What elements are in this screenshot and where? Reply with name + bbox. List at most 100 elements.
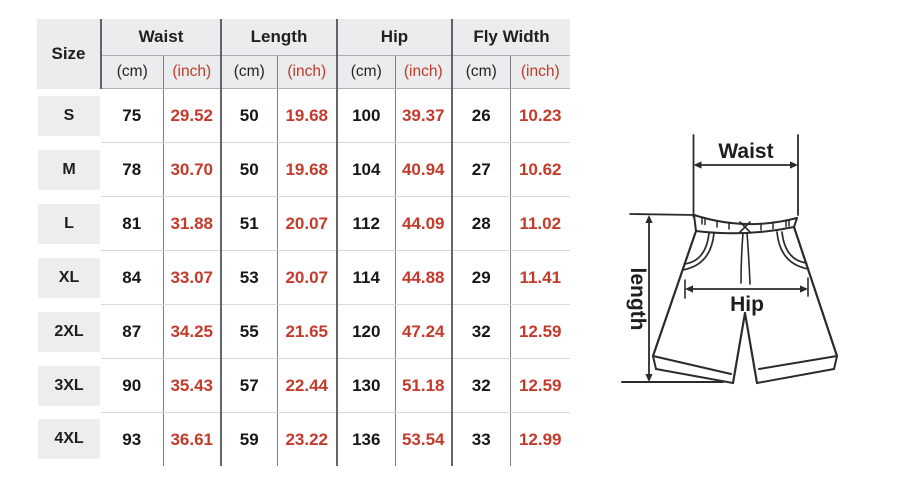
table-row-l: L 81 31.88 51 20.07 112 44.09 28 11.02 — [37, 196, 570, 251]
hip-cm-header: (cm) — [336, 55, 395, 89]
shorts-measurement-diagram: Waist Hip length — [621, 134, 839, 385]
length-cm-value: 51 — [220, 196, 277, 251]
length-cm-value: 57 — [220, 358, 277, 413]
fly-cm-value: 32 — [451, 358, 510, 413]
size-cell: L — [37, 197, 101, 251]
length-inch-value: 19.68 — [276, 142, 337, 197]
hip-cm-value: 100 — [336, 88, 395, 143]
table-row-m: M 78 30.70 50 19.68 104 40.94 27 10.62 — [37, 142, 570, 197]
size-column-header: Size — [37, 19, 102, 89]
size-cell: M — [37, 143, 101, 197]
waist-inch-value: 29.52 — [162, 88, 221, 143]
length-cm-value: 50 — [220, 142, 277, 197]
hip-cm-value: 112 — [336, 196, 395, 251]
waist-inch-value: 35.43 — [162, 358, 221, 413]
group-header-fly-width: Fly Width — [451, 19, 570, 56]
fly-inch-value: 12.59 — [509, 358, 570, 413]
shorts-drawing — [621, 134, 839, 385]
drawstring-knot — [739, 221, 751, 233]
table-row-s: S 75 29.52 50 19.68 100 39.37 26 10.23 — [37, 88, 570, 143]
hip-inch-header: (inch) — [394, 55, 452, 89]
fly-cm-value: 29 — [451, 250, 510, 305]
size-label: XL — [38, 257, 100, 298]
hip-inch-value: 44.88 — [394, 250, 452, 305]
length-cm-header: (cm) — [220, 55, 277, 89]
waist-inch-value: 33.07 — [162, 250, 221, 305]
fly-cm-value: 33 — [451, 412, 510, 466]
waist-cm-value: 78 — [101, 142, 163, 197]
fly-inch-value: 11.02 — [509, 196, 570, 251]
length-inch-value: 21.65 — [276, 304, 337, 359]
group-header-hip: Hip — [336, 19, 452, 56]
size-label: S — [38, 95, 100, 136]
waist-cm-value: 84 — [101, 250, 163, 305]
waist-inch-value: 36.61 — [162, 412, 221, 466]
waist-cm-value: 90 — [101, 358, 163, 413]
waist-inch-value: 30.70 — [162, 142, 221, 197]
fly-inch-value: 10.62 — [509, 142, 570, 197]
size-table-container: Size Waist Length Hip Fly Width (cm) (in… — [37, 19, 570, 466]
waist-cm-header: (cm) — [101, 55, 163, 89]
size-cell: 3XL — [37, 359, 101, 413]
hip-cm-value: 130 — [336, 358, 395, 413]
pocket-curves — [681, 231, 810, 271]
waistband-ticks — [701, 216, 790, 231]
size-cell: 2XL — [37, 305, 101, 359]
group-header-length: Length — [220, 19, 337, 56]
table-row-3xl: 3XL 90 35.43 57 22.44 130 51.18 32 12.59 — [37, 358, 570, 413]
fly-inch-value: 12.59 — [509, 304, 570, 359]
fly-inch-header: (inch) — [509, 55, 570, 89]
length-inch-value: 22.44 — [276, 358, 337, 413]
waist-cm-value: 93 — [122, 429, 142, 449]
length-inch-value: 20.07 — [276, 250, 337, 305]
unit-header-row: (cm) (inch) (cm) (inch) (cm) (inch) (cm)… — [37, 55, 570, 89]
group-header-waist: Waist — [100, 19, 221, 56]
length-inch-value: 23.22 — [276, 412, 337, 466]
hip-inch-value: 53.54 — [394, 412, 452, 466]
length-cm-value: 53 — [220, 250, 277, 305]
fly-cm-value: 32 — [451, 304, 510, 359]
hip-label: Hip — [730, 293, 764, 316]
arrowheads — [645, 161, 808, 382]
fly-inch-value: 12.99 — [509, 412, 570, 466]
waist-label: Waist — [718, 140, 773, 163]
hip-inch-value: 40.94 — [394, 142, 452, 197]
fly-inch-value: 10.23 — [509, 88, 570, 143]
size-label: L — [38, 203, 100, 244]
length-cm-value: 55 — [220, 304, 277, 359]
hip-cm-value: 104 — [336, 142, 395, 197]
length-inch-header: (inch) — [276, 55, 337, 89]
size-cell: XL — [37, 251, 101, 305]
hip-cm-value: 136 — [336, 412, 395, 466]
length-inch-value: 20.07 — [276, 196, 337, 251]
waist-inch-value: 34.25 — [162, 304, 221, 359]
fly-cm-value: 27 — [451, 142, 510, 197]
hip-cm-value: 120 — [336, 304, 395, 359]
hip-inch-value: 51.18 — [394, 358, 452, 413]
waist-inch-value: 31.88 — [162, 196, 221, 251]
fly-cm-header: (cm) — [451, 55, 510, 89]
length-inch-value: 19.68 — [276, 88, 337, 143]
size-label: 4XL — [38, 419, 100, 460]
waist-cm-value: 81 — [101, 196, 163, 251]
size-table: Size Waist Length Hip Fly Width (cm) (in… — [37, 19, 570, 466]
size-label: 2XL — [38, 311, 100, 352]
fly-inch-value: 11.41 — [509, 250, 570, 305]
table-row-xl: XL 84 33.07 53 20.07 114 44.88 29 11.41 — [37, 250, 570, 305]
hip-inch-value: 47.24 — [394, 304, 452, 359]
length-cm-value: 50 — [220, 88, 277, 143]
size-cell: S — [37, 89, 101, 143]
hip-inch-value: 39.37 — [394, 88, 452, 143]
waist-inch-header: (inch) — [162, 55, 221, 89]
length-cm-value: 59 — [220, 412, 277, 466]
size-label: 3XL — [38, 365, 100, 406]
fly-cm-value: 26 — [451, 88, 510, 143]
table-row-4xl: 4XL 93 36.61 59 23.22 136 53.54 33 12.99 — [37, 412, 570, 466]
group-header-row: Size Waist Length Hip Fly Width — [37, 19, 570, 89]
fly-cm-value: 28 — [451, 196, 510, 251]
length-label: length — [626, 268, 649, 331]
waist-cm-value: 75 — [101, 88, 163, 143]
table-row-2xl: 2XL 87 34.25 55 21.65 120 47.24 32 12.59 — [37, 304, 570, 359]
hip-cm-value: 114 — [336, 250, 395, 305]
